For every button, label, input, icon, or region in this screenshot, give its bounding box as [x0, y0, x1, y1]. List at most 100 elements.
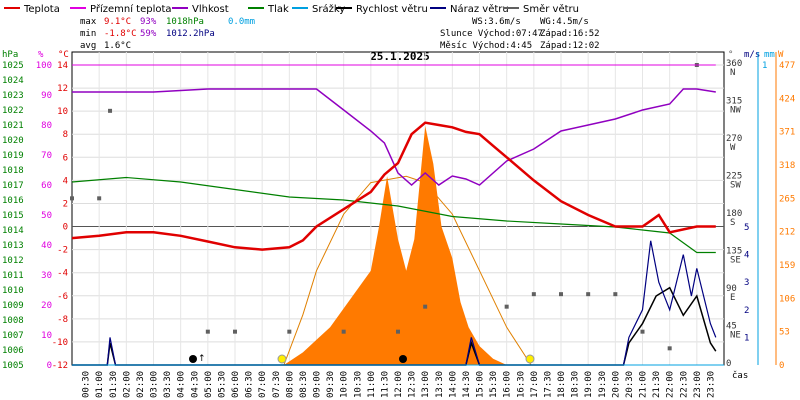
hpa-tick: 1008	[2, 316, 24, 326]
unit-hpa_unit: hPa	[2, 50, 18, 60]
time-tick: 21:30	[652, 371, 662, 398]
time-tick: 07:00	[258, 371, 268, 398]
time-tick: 16:30	[516, 371, 526, 398]
time-tick: 01:00	[95, 371, 105, 398]
time-tick: 20:30	[625, 371, 635, 398]
temp-tick: 6	[63, 153, 68, 163]
legend-label-5: Rychlost větru	[356, 3, 428, 15]
max-temp: 9.1°C	[104, 17, 131, 27]
ms-tick: 1	[744, 333, 749, 343]
time-tick: 10:30	[353, 371, 363, 398]
w-tick: 371	[779, 128, 795, 138]
time-tick: 13:30	[435, 371, 445, 398]
hum-tick: 20	[41, 301, 52, 311]
hpa-tick: 1021	[2, 121, 24, 131]
time-tick: 06:30	[245, 371, 255, 398]
dir-tick-deg: 225	[726, 172, 742, 182]
dir-tick-deg: 180	[726, 209, 742, 219]
unit-w_unit: W	[778, 50, 784, 60]
w-tick: 106	[779, 294, 795, 304]
ms-tick: 3	[744, 278, 749, 288]
max-label: max	[80, 17, 97, 27]
time-tick: 19:00	[584, 371, 594, 398]
sun-rise: Slunce Východ:07:47	[440, 29, 543, 39]
ms-tick: 4	[744, 251, 749, 261]
time-tick: 04:00	[177, 371, 187, 398]
hpa-tick: 1017	[2, 181, 24, 191]
temp-tick: -2	[57, 246, 68, 256]
w-tick: 318	[779, 161, 795, 171]
mm-tick: 1	[762, 61, 767, 71]
w-tick: 53	[779, 328, 790, 338]
event-markers: ↑	[189, 354, 535, 364]
min-press: 1012.2hPa	[166, 29, 215, 39]
min-label: min	[80, 29, 96, 39]
wind-dir-point	[559, 292, 563, 297]
w-tick: 477	[779, 61, 795, 71]
time-tick: 03:30	[163, 371, 173, 398]
time-tick: 15:30	[489, 371, 499, 398]
time-tick: 14:30	[462, 371, 472, 398]
legend-label-7: Směr větru	[523, 3, 579, 15]
moon-rise: Měsíc Východ:4:45	[440, 41, 532, 51]
w-tick: 265	[779, 194, 795, 204]
wind-dir-point	[108, 108, 113, 113]
wind-dir-point	[586, 292, 591, 297]
time-tick: 10:00	[340, 371, 350, 398]
hum-tick: 50	[41, 211, 52, 221]
hpa-tick: 1007	[2, 331, 24, 341]
legend-label-6: Náraz větru	[450, 3, 509, 15]
hpa-tick: 1016	[2, 196, 24, 206]
time-tick: 18:00	[557, 371, 567, 398]
time-tick: 05:30	[217, 371, 227, 398]
time-tick: 16:00	[503, 371, 513, 398]
ms-tick: 5	[744, 223, 749, 233]
wind-dir-point	[396, 329, 400, 334]
legend-label-1: Přízemní teplota	[90, 3, 172, 15]
time-tick: 09:30	[326, 371, 336, 398]
hum-tick: 100	[36, 61, 52, 71]
min-hum: 59%	[140, 29, 157, 39]
dir-tick-deg: 315	[726, 97, 742, 107]
w-tick: 424	[779, 94, 795, 104]
hpa-tick: 1013	[2, 241, 24, 251]
time-tick: 21:00	[639, 371, 649, 398]
axes-layer: 14121086420-2-4-6-8-10-12102510241023102…	[2, 50, 795, 398]
hpa-tick: 1022	[2, 106, 24, 116]
legend: Teplota Přízemní teplota Vlhkost Tlak Srážky…	[4, 3, 579, 15]
hum-tick: 30	[41, 271, 52, 281]
time-tick: 07:30	[272, 371, 282, 398]
temp-tick: 0	[63, 223, 68, 233]
time-tick: 22:00	[666, 371, 676, 398]
time-tick: 11:00	[367, 371, 377, 398]
series-vlhkost	[72, 88, 716, 187]
sunrise-marker	[277, 354, 287, 364]
w-tick: 159	[779, 261, 795, 271]
time-tick: 03:00	[150, 371, 160, 398]
max-rain: 0.0mm	[228, 17, 255, 27]
series-layer	[70, 63, 724, 366]
wind-dir-point	[341, 329, 346, 334]
stats-block: max 9.1°C 93% 1018hPa 0.0mm min -1.8°C 5…	[80, 17, 600, 51]
hpa-tick: 1014	[2, 226, 24, 236]
hpa-tick: 1010	[2, 286, 24, 296]
wind-speed: WS:3.6m/s	[472, 17, 521, 27]
time-tick: 12:00	[394, 371, 404, 398]
time-axis-label: čas	[732, 370, 748, 381]
temp-tick: 14	[57, 61, 68, 71]
unit-ms_unit: m/s	[744, 50, 760, 60]
legend-label-3: Tlak	[267, 4, 289, 15]
hpa-tick: 1011	[2, 271, 24, 281]
time-tick: 02:00	[122, 371, 132, 398]
time-tick: 23:00	[693, 371, 703, 398]
time-tick: 06:00	[231, 371, 241, 398]
wind-dir-point	[504, 304, 509, 309]
dir-tick-name: W	[730, 143, 736, 153]
wind-dir-point	[287, 329, 292, 334]
temp-tick: 12	[57, 84, 68, 94]
temp-tick: 8	[63, 130, 68, 140]
theoretical-radiation-line	[283, 175, 532, 366]
wind-dir-point	[667, 346, 672, 351]
